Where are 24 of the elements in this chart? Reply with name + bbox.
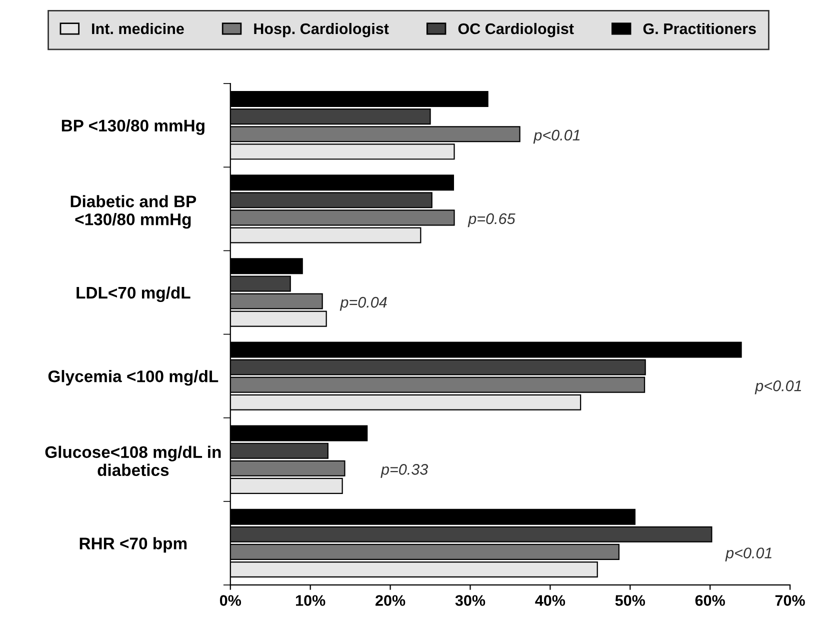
y-tick-label: Glucose<108 mg/dL in diabetics <box>45 446 221 476</box>
legend-label: OC Cardiologist <box>458 22 574 38</box>
x-tick-label: 0% <box>220 595 242 606</box>
y-tick-label: BP <130/80 mmHg <box>62 119 204 135</box>
x-tick-label: 70% <box>775 595 805 606</box>
x-tick-label: 10% <box>296 595 326 606</box>
legend-label: Hosp. Cardiologist <box>254 22 389 38</box>
x-tick-label: 50% <box>615 595 646 606</box>
x-tick-label: 20% <box>376 595 406 606</box>
y-tick-label: LDL<70 mg/dL <box>76 286 190 302</box>
y-tick-label: Glycemia <100 mg/dL <box>48 370 218 386</box>
annotation: p=0.04 <box>340 296 387 311</box>
legend-label: G. Practitioners <box>643 22 756 34</box>
x-tick-label: 40% <box>535 595 566 606</box>
x-tick-label: 60% <box>695 595 725 606</box>
y-tick-label: Diabetic and BP <130/80 mmHg <box>70 195 196 229</box>
legend-label: Int. medicine <box>92 22 184 34</box>
annotation: p<0.01 <box>725 548 772 562</box>
x-tick-label: 30% <box>455 595 486 606</box>
annotation: p=0.65 <box>468 213 516 228</box>
annotation: p<0.01 <box>533 130 580 144</box>
y-tick-label: RHR <70 bpm <box>80 537 187 553</box>
annotation: p=0.33 <box>380 464 428 478</box>
annotation: p<0.01 <box>754 380 802 394</box>
